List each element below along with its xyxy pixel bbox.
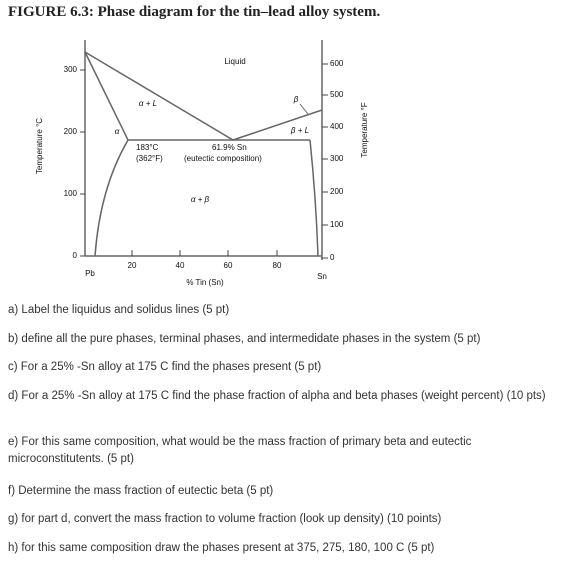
y2-tick-label: 500 — [330, 90, 344, 99]
y2-tick-label: 400 — [330, 122, 344, 131]
question: g) for part d, convert the mass fraction… — [8, 513, 442, 525]
region-label: α + L — [139, 99, 157, 108]
y-tick-label: 200 — [64, 127, 78, 136]
x-tick-label: 60 — [224, 261, 233, 270]
question: d) For a 25% -Sn alloy at 175 C find the… — [8, 390, 546, 402]
x-tick-label: 80 — [273, 261, 282, 270]
y-axis-title: Temperature °C — [35, 118, 44, 174]
y-tick-label: 300 — [64, 65, 78, 74]
y2-axis-title: Temperature °F — [360, 102, 369, 157]
y2-tick-label: 0 — [330, 253, 335, 262]
figure-title: FIGURE 6.3: Phase diagram for the tin–le… — [8, 4, 381, 20]
y-tick-label: 100 — [64, 189, 78, 198]
x-end-label: Sn — [317, 272, 327, 281]
x-end-label: Pb — [85, 269, 95, 278]
annotation: (362°F) — [136, 154, 163, 163]
x-tick-label: 40 — [176, 261, 185, 270]
question: c) For a 25% -Sn alloy at 175 C find the… — [8, 361, 322, 373]
question: e) For this same composition, what would… — [8, 436, 472, 465]
x-tick-label: 20 — [128, 261, 137, 270]
region-label: β + L — [290, 126, 309, 135]
phase-diagram: Liquid α + L α β β + L α + β 183°C (362°… — [35, 40, 369, 287]
region-label: α — [115, 127, 120, 136]
y-tick-label: 0 — [73, 251, 78, 260]
annotation: 61.9% Sn — [212, 143, 247, 152]
question: a) Label the liquidus and solidus lines … — [8, 304, 230, 316]
x-axis-title: % Tin (Sn) — [186, 278, 224, 287]
question: f) Determine the mass fraction of eutect… — [8, 485, 274, 497]
annotation: 183°C — [136, 143, 159, 152]
region-label: β — [293, 95, 299, 104]
y2-tick-label: 300 — [330, 154, 344, 163]
diagram-lines — [84, 40, 323, 260]
annotation: (eutectic composition) — [184, 154, 262, 163]
y2-tick-label: 100 — [330, 220, 344, 229]
y2-tick-label: 600 — [330, 59, 344, 68]
question: b) define all the pure phases, terminal … — [8, 333, 481, 345]
region-label: Liquid — [224, 57, 245, 66]
y2-tick-label: 200 — [330, 187, 344, 196]
question: h) for this same composition draw the ph… — [8, 542, 435, 554]
tick-marks — [80, 63, 328, 259]
region-label: α + β — [191, 195, 210, 204]
